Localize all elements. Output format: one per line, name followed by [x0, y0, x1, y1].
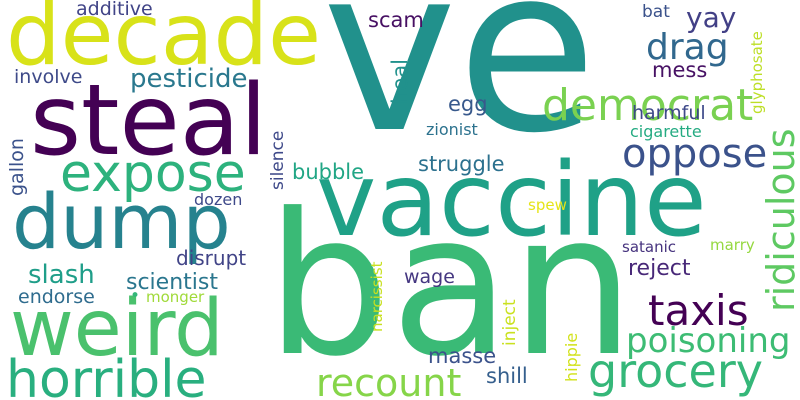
word-weird: weird	[10, 284, 224, 374]
word-shill: shill	[486, 364, 528, 388]
word-monger: monger	[146, 288, 205, 306]
word-scientist: scientist	[126, 270, 218, 295]
word-taxis: taxis	[648, 286, 749, 335]
word-ridiculous: ridiculous	[759, 128, 800, 312]
word-disrupt: disrupt	[176, 246, 247, 270]
word-dozen: dozen	[194, 190, 243, 209]
word-wage: wage	[404, 266, 455, 288]
word-scam: scam	[368, 8, 424, 32]
word-heal: heal	[388, 59, 412, 104]
word-hippie: hippie	[562, 332, 581, 382]
word-vaccine: vaccine	[316, 141, 707, 260]
word-bullet: •	[130, 286, 141, 306]
word-additive: additive	[76, 0, 153, 20]
word-pesticide: pesticide	[130, 64, 248, 94]
word-slash: slash	[28, 260, 95, 290]
word-struggle: struggle	[418, 152, 505, 176]
word-silence: silence	[268, 130, 288, 190]
word-yay: yay	[686, 1, 737, 34]
word-steal: steal	[30, 64, 268, 178]
word-gallon: gallon	[6, 138, 28, 196]
word-recount: recount	[316, 361, 462, 400]
word-expose: expose	[60, 144, 246, 204]
word-decade: decade	[6, 0, 321, 85]
word-mess: mess	[652, 58, 708, 82]
word-ve: ve	[322, 0, 598, 183]
word-oppose: oppose	[622, 131, 768, 177]
word-dump: dump	[12, 177, 231, 266]
word-narcissist: narcissist	[368, 261, 386, 332]
word-marry: marry	[710, 236, 755, 254]
word-bat: bat	[642, 2, 670, 22]
word-masse: masse	[428, 344, 497, 368]
word-harmful: harmful	[632, 102, 706, 124]
word-glyphosate: glyphosate	[748, 31, 766, 114]
word-satanic: satanic	[622, 238, 677, 256]
word-egg: egg	[448, 92, 488, 116]
word-reject: reject	[628, 256, 691, 281]
word-bubble: bubble	[292, 160, 365, 184]
word-grocery: grocery	[588, 344, 763, 398]
word-endorse: endorse	[18, 286, 95, 308]
word-ban: ban	[266, 172, 635, 400]
word-inject: inject	[500, 299, 520, 346]
word-cigarette: cigarette	[630, 122, 702, 141]
word-horrible: horrible	[6, 350, 207, 400]
word-drag: drag	[646, 27, 729, 68]
word-involve: involve	[14, 66, 83, 88]
word-zionist: zionist	[426, 120, 478, 139]
word-democrat: democrat	[542, 80, 754, 131]
word-spew: spew	[528, 196, 567, 214]
word-poisoning: poisoning	[626, 321, 791, 361]
